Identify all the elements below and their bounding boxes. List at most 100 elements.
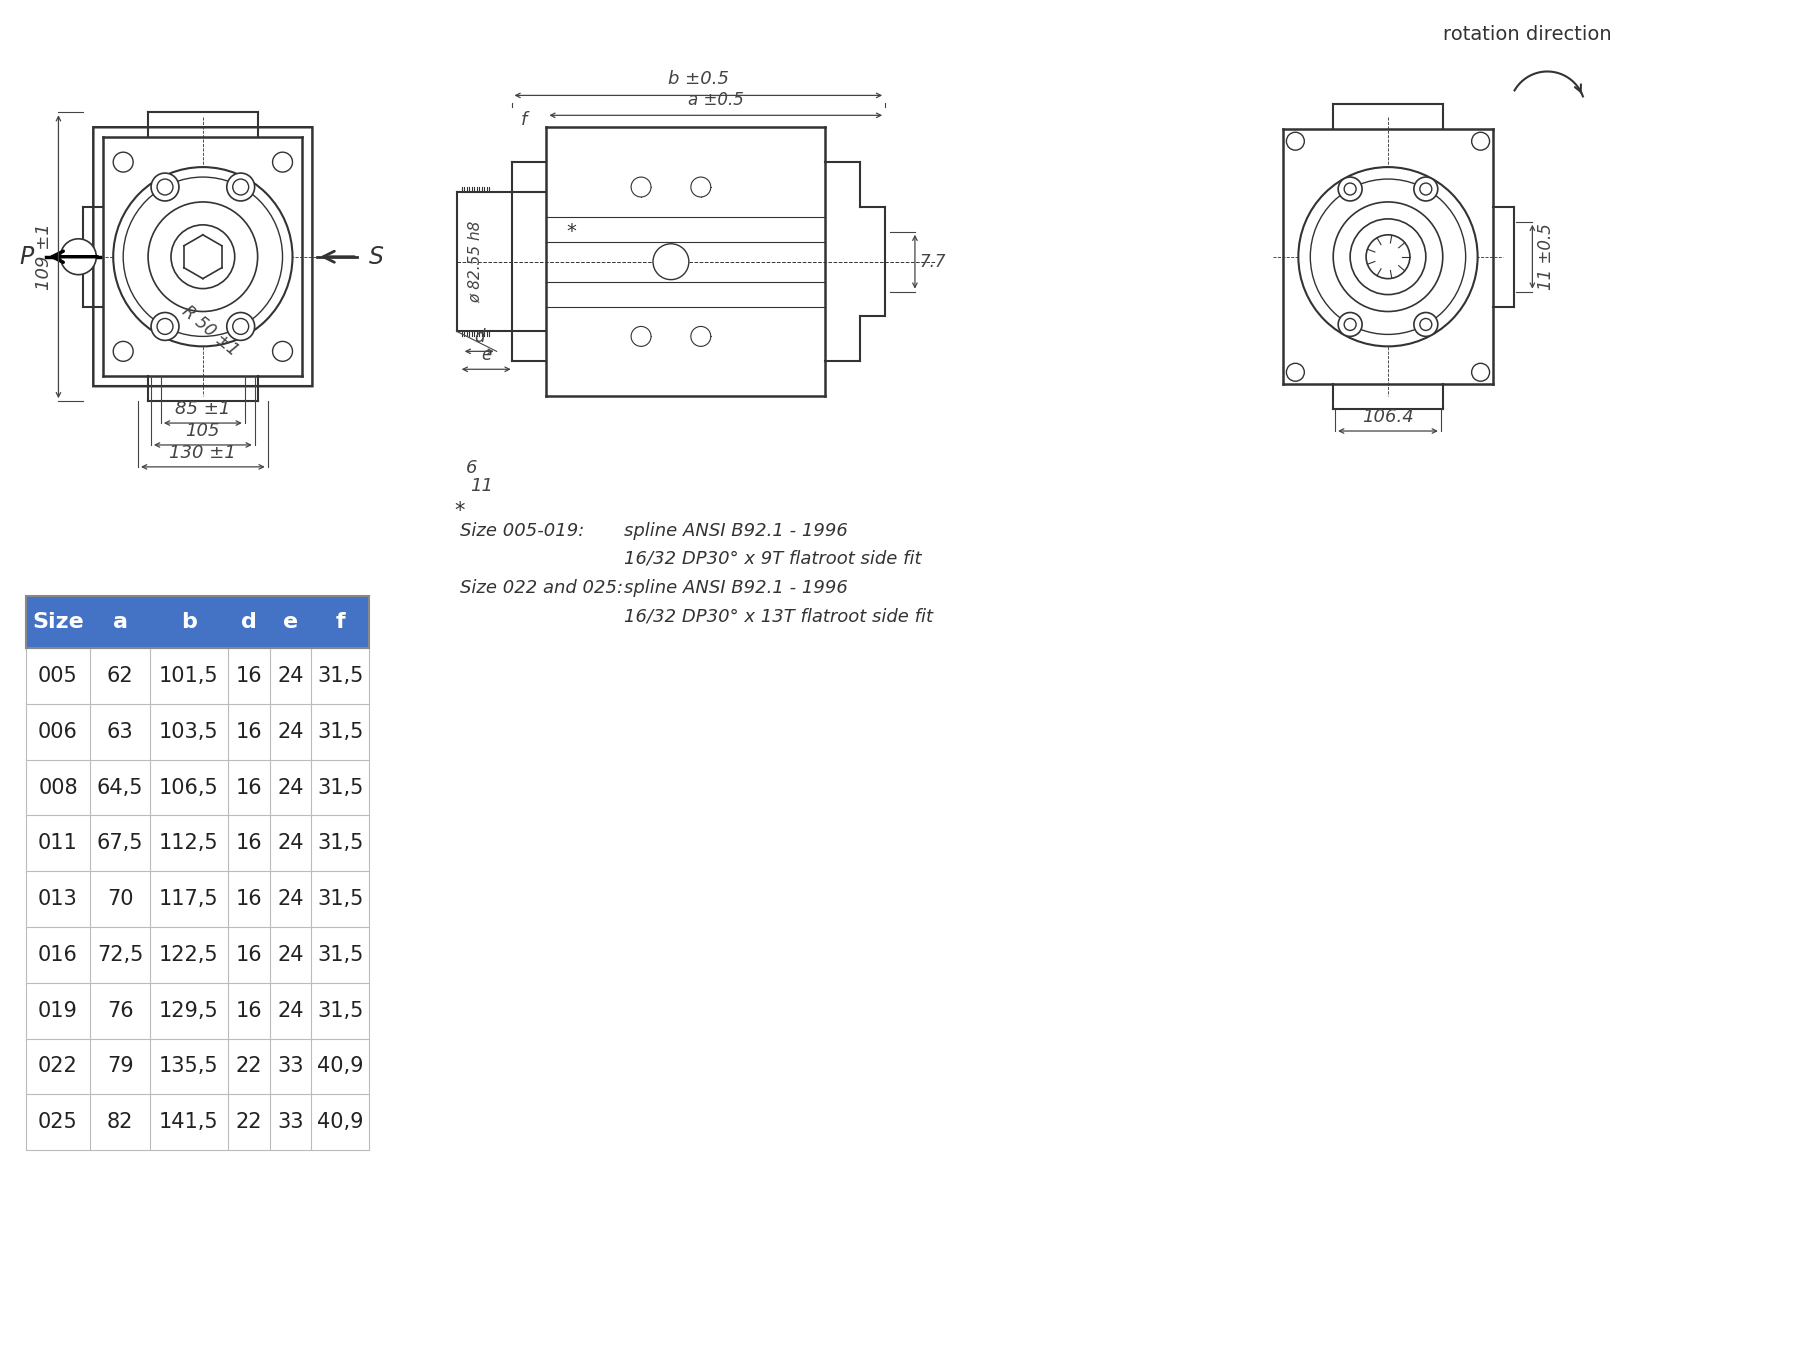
Text: 019: 019 <box>38 1001 77 1021</box>
Text: e: e <box>284 612 298 632</box>
Circle shape <box>233 179 248 195</box>
Circle shape <box>124 178 282 336</box>
Circle shape <box>1343 183 1356 195</box>
Text: f: f <box>336 612 345 632</box>
Text: 130 ±1: 130 ±1 <box>169 443 237 462</box>
Circle shape <box>273 152 293 172</box>
Text: 011: 011 <box>38 834 77 853</box>
Text: *: * <box>566 222 577 241</box>
Bar <box>25 597 90 648</box>
Circle shape <box>1471 363 1489 381</box>
Text: 40,9: 40,9 <box>318 1056 363 1077</box>
Text: 16: 16 <box>235 890 262 909</box>
Text: 64,5: 64,5 <box>97 777 144 797</box>
Text: 31,5: 31,5 <box>318 777 363 797</box>
Circle shape <box>156 319 172 335</box>
Circle shape <box>61 239 97 275</box>
Bar <box>228 597 269 648</box>
Text: e: e <box>481 346 492 365</box>
Text: 016: 016 <box>38 945 77 965</box>
Circle shape <box>1471 133 1489 151</box>
Text: a ±0.5: a ±0.5 <box>688 91 744 110</box>
Text: 117,5: 117,5 <box>160 890 219 909</box>
Text: 16: 16 <box>235 666 262 686</box>
Circle shape <box>1311 179 1466 335</box>
Circle shape <box>630 327 650 346</box>
Text: 31,5: 31,5 <box>318 666 363 686</box>
Text: 16: 16 <box>235 777 262 797</box>
Text: spline ANSI B92.1 - 1996: spline ANSI B92.1 - 1996 <box>625 579 848 598</box>
FancyBboxPatch shape <box>93 127 313 386</box>
Text: P: P <box>20 244 34 268</box>
Text: 31,5: 31,5 <box>318 890 363 909</box>
Text: a: a <box>113 612 128 632</box>
Text: 103,5: 103,5 <box>160 721 219 742</box>
Text: 22: 22 <box>235 1112 262 1132</box>
Text: 33: 33 <box>277 1056 304 1077</box>
Text: 22: 22 <box>235 1056 262 1077</box>
Text: d: d <box>241 612 257 632</box>
Circle shape <box>113 152 133 172</box>
Bar <box>311 597 370 648</box>
Bar <box>151 597 228 648</box>
Text: 129,5: 129,5 <box>160 1001 219 1021</box>
Text: 24: 24 <box>277 777 304 797</box>
Text: *: * <box>454 500 465 521</box>
Circle shape <box>654 244 690 279</box>
Text: 101,5: 101,5 <box>160 666 219 686</box>
Text: 31,5: 31,5 <box>318 721 363 742</box>
Circle shape <box>691 327 711 346</box>
Text: 62: 62 <box>108 666 133 686</box>
Text: 31,5: 31,5 <box>318 945 363 965</box>
Circle shape <box>1351 218 1426 294</box>
Text: f: f <box>521 111 528 129</box>
Text: b ±0.5: b ±0.5 <box>668 71 729 88</box>
Bar <box>90 597 151 648</box>
Circle shape <box>1343 319 1356 331</box>
Text: 33: 33 <box>277 1112 304 1132</box>
Text: 31,5: 31,5 <box>318 834 363 853</box>
Text: 11 ±0.5: 11 ±0.5 <box>1537 224 1555 290</box>
Text: 106.4: 106.4 <box>1361 408 1413 426</box>
Text: rotation direction: rotation direction <box>1444 26 1611 45</box>
Text: 24: 24 <box>277 666 304 686</box>
Text: 16/32 DP30° x 9T flatroot side fit: 16/32 DP30° x 9T flatroot side fit <box>625 549 921 568</box>
Circle shape <box>1421 319 1431 331</box>
Text: 006: 006 <box>38 721 77 742</box>
Text: 122,5: 122,5 <box>160 945 219 965</box>
Text: 013: 013 <box>38 890 77 909</box>
Text: b: b <box>181 612 198 632</box>
Text: 112,5: 112,5 <box>160 834 219 853</box>
Circle shape <box>1413 178 1439 201</box>
Circle shape <box>151 174 180 201</box>
Text: 24: 24 <box>277 721 304 742</box>
Bar <box>269 597 311 648</box>
Text: 105: 105 <box>185 422 221 439</box>
Text: d: d <box>474 328 485 346</box>
Text: R 50 ±1: R 50 ±1 <box>178 302 241 361</box>
Circle shape <box>1367 235 1410 278</box>
Circle shape <box>156 179 172 195</box>
Circle shape <box>1333 202 1442 312</box>
Text: 022: 022 <box>38 1056 77 1077</box>
Text: Size 005-019:: Size 005-019: <box>460 522 584 540</box>
Circle shape <box>1286 133 1304 151</box>
Circle shape <box>1286 363 1304 381</box>
Text: Size: Size <box>32 612 84 632</box>
Text: 135,5: 135,5 <box>160 1056 219 1077</box>
Text: 109 ±1: 109 ±1 <box>36 224 54 290</box>
Text: 76: 76 <box>108 1001 133 1021</box>
Text: 141,5: 141,5 <box>160 1112 219 1132</box>
Text: 005: 005 <box>38 666 77 686</box>
Circle shape <box>147 202 257 312</box>
Circle shape <box>1338 312 1361 336</box>
Circle shape <box>226 174 255 201</box>
Circle shape <box>691 178 711 197</box>
Text: ø 82.55 h8: ø 82.55 h8 <box>467 221 483 302</box>
Text: 16: 16 <box>235 721 262 742</box>
Text: 008: 008 <box>38 777 77 797</box>
Text: 24: 24 <box>277 945 304 965</box>
Text: 82: 82 <box>108 1112 133 1132</box>
Text: 63: 63 <box>108 721 133 742</box>
Text: S: S <box>370 244 384 268</box>
